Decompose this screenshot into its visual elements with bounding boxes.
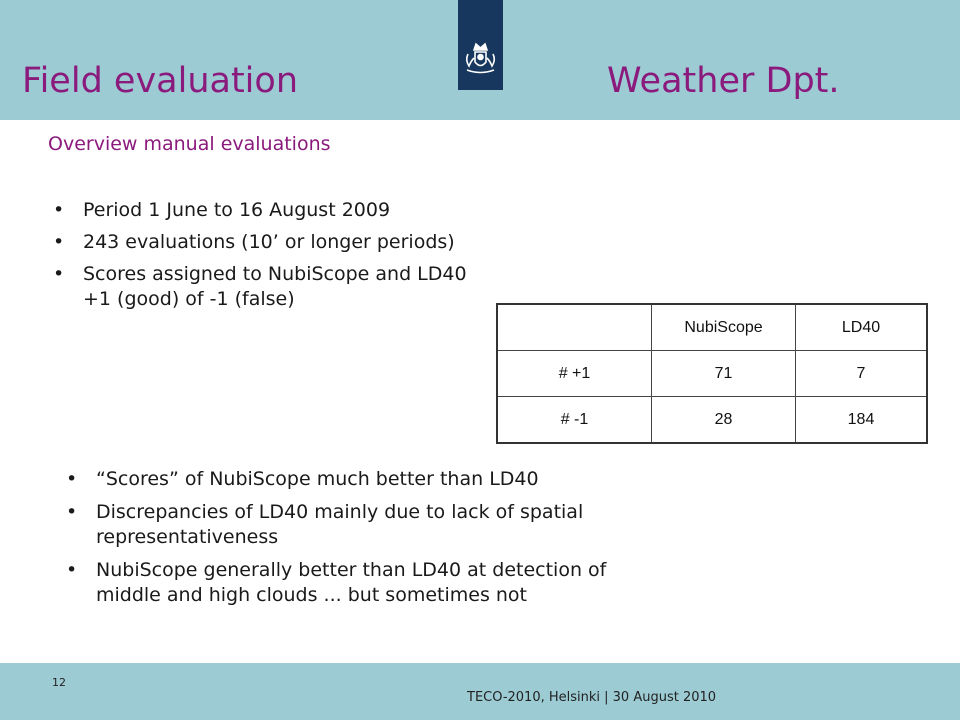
bullet-text: “Scores” of NubiScope much better than L… (96, 468, 539, 490)
bullet-icon: • (53, 263, 65, 285)
bullet-text: Discrepancies of LD40 mainly due to lack… (96, 501, 584, 523)
bullet-icon: • (66, 501, 78, 523)
bullet-icon: • (53, 199, 65, 221)
bullet-text: Period 1 June to 16 August 2009 (83, 199, 391, 221)
bullet-text: NubiScope generally better than LD40 at … (96, 559, 607, 581)
table-row: # +1 71 7 (496, 350, 928, 397)
bullet-item: • Scores assigned to NubiScope and LD40 … (53, 262, 613, 312)
table-cell: 28 (651, 396, 796, 444)
page-number: 12 (52, 676, 66, 689)
table-header-cell (496, 303, 652, 351)
table-cell: 184 (795, 396, 928, 444)
bullet-item: • NubiScope generally better than LD40 a… (66, 558, 766, 608)
slide-subtitle: Overview manual evaluations (48, 133, 331, 155)
bullet-item: • 243 evaluations (10’ or longer periods… (53, 230, 613, 255)
table-header-cell: NubiScope (651, 303, 796, 351)
table-header-row: NubiScope LD40 (496, 303, 928, 351)
bullet-text: 243 evaluations (10’ or longer periods) (83, 231, 455, 253)
footer-text: TECO-2010, Helsinki | 30 August 2010 (467, 690, 717, 705)
bullet-item: • Discrepancies of LD40 mainly due to la… (66, 500, 766, 550)
table-row-label: # -1 (496, 396, 652, 444)
bullet-item: • “Scores” of NubiScope much better than… (66, 467, 766, 492)
bullet-list-bottom: • “Scores” of NubiScope much better than… (66, 467, 766, 616)
department-title: Weather Dpt. (607, 61, 840, 101)
bullet-list-top: • Period 1 June to 16 August 2009 • 243 … (53, 198, 613, 319)
coat-of-arms-icon (465, 42, 496, 74)
table-row-label: # +1 (496, 350, 652, 397)
table-header-cell: LD40 (795, 303, 928, 351)
bullet-text-continued: middle and high clouds ... but sometimes… (96, 584, 528, 606)
slide-title: Field evaluation (22, 61, 299, 101)
scores-table: NubiScope LD40 # +1 71 7 # -1 28 184 (496, 303, 928, 444)
bullet-text-continued: +1 (good) of -1 (false) (83, 288, 295, 310)
bullet-icon: • (53, 231, 65, 253)
bullet-icon: • (66, 468, 78, 490)
logo (458, 0, 503, 90)
bullet-text: Scores assigned to NubiScope and LD40 (83, 263, 467, 285)
footer-band (0, 663, 960, 720)
table-cell: 71 (651, 350, 796, 397)
table-row: # -1 28 184 (496, 396, 928, 444)
bullet-text-continued: representativeness (96, 526, 279, 548)
table-cell: 7 (795, 350, 928, 397)
bullet-item: • Period 1 June to 16 August 2009 (53, 198, 613, 223)
bullet-icon: • (66, 559, 78, 581)
